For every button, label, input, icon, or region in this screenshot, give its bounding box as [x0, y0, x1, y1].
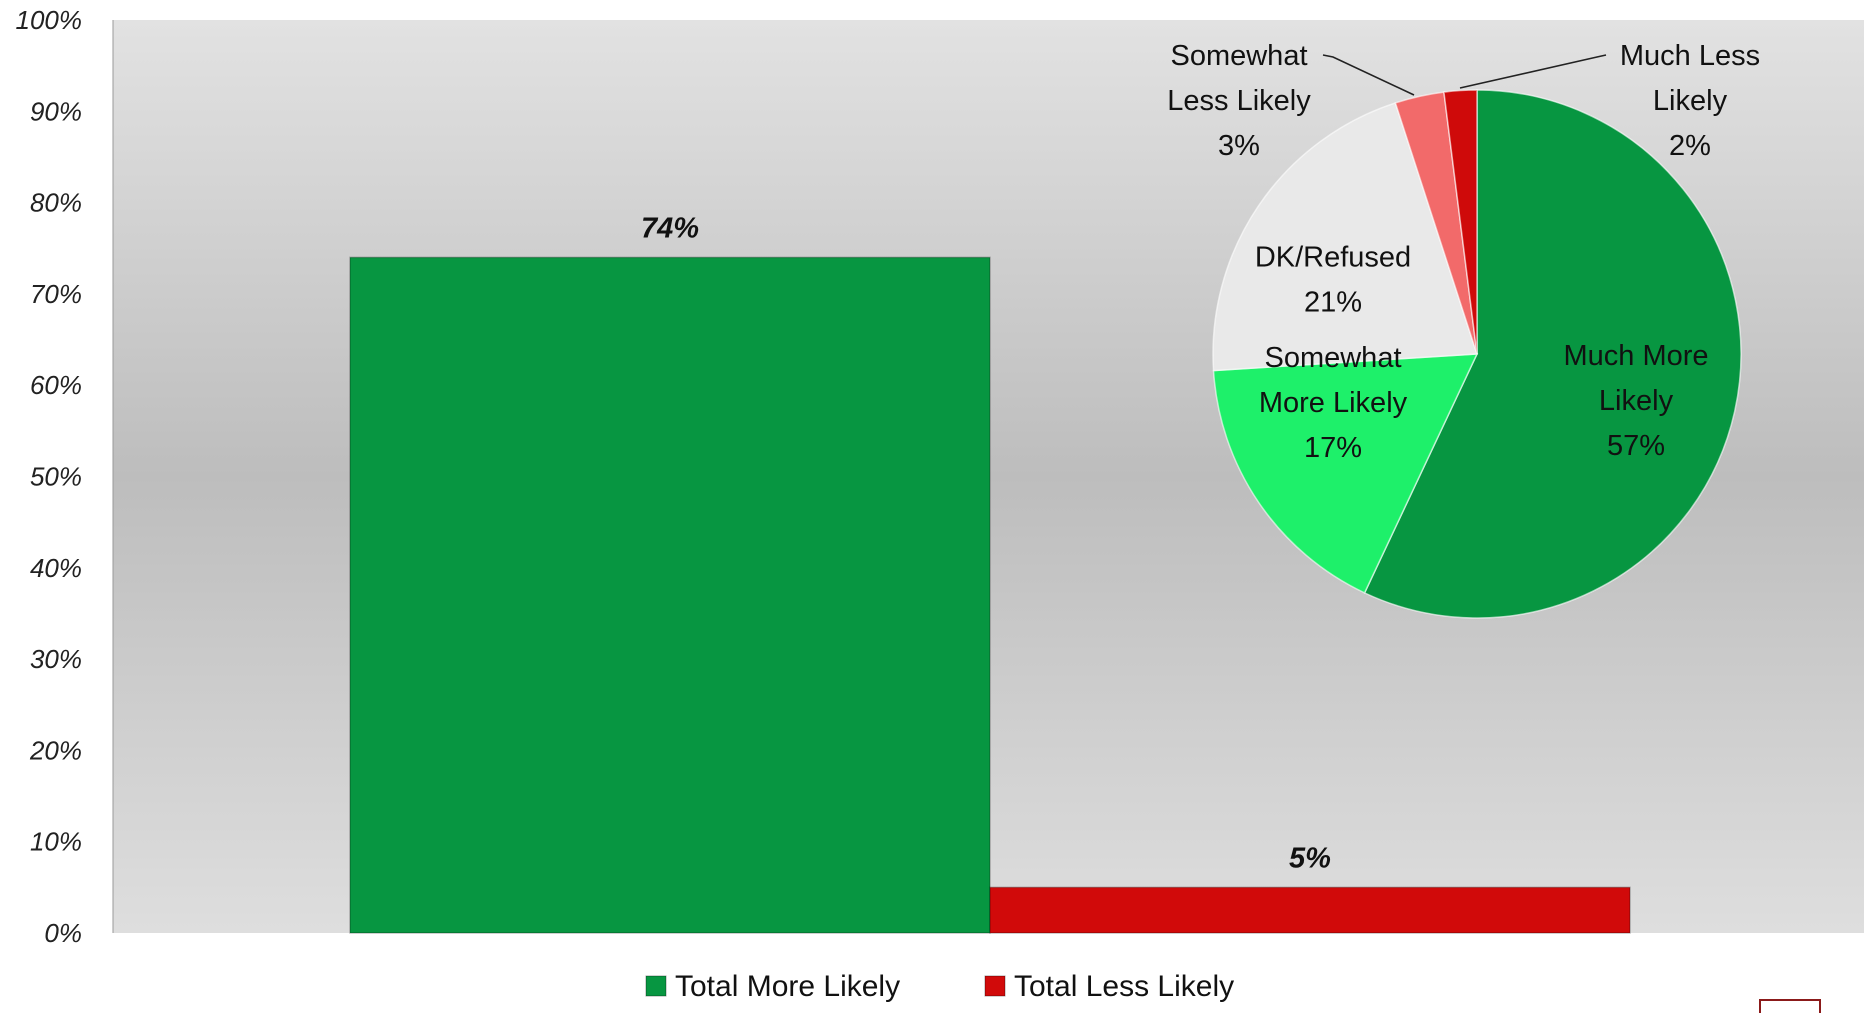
- pie-slice-somewhat-more-likely: [1212, 353, 1479, 594]
- pie-label-somewhat-more-likely: 17%: [1304, 432, 1362, 464]
- legend-entry: Total Less Likely: [1014, 970, 1234, 1003]
- pie-slice-much-less-likely: [1443, 89, 1478, 355]
- legend-swatch: [984, 975, 1006, 997]
- y-tick-label: 70%: [30, 279, 82, 309]
- pie-label-much-less-likely: Likely: [1653, 85, 1728, 117]
- pie-label-much-more-likely: Much More: [1563, 340, 1708, 372]
- legend: Total More Likely Total Less Likely: [645, 970, 1234, 1003]
- y-tick-label: 100%: [16, 5, 83, 35]
- y-tick-label: 50%: [30, 462, 82, 492]
- leader-line-somewhat-less-likely: [1322, 54, 1415, 96]
- y-tick-label: 30%: [30, 644, 82, 674]
- pie-label-much-less-likely: Much Less: [1620, 40, 1760, 72]
- pie-label-somewhat-less-likely: Less Likely: [1167, 85, 1311, 117]
- logo-corner: [1759, 999, 1821, 1013]
- pie-label-dk-refused: 21%: [1304, 287, 1362, 319]
- pie-slice-much-more-likely: [1363, 89, 1742, 619]
- legend-entry: Total More Likely: [675, 970, 900, 1003]
- legend-swatch: [645, 975, 667, 997]
- bar-value-label: 74%: [641, 212, 699, 244]
- leader-line-much-less-likely: [1459, 54, 1607, 89]
- bar-data-labels: 74% 5%: [641, 212, 1331, 874]
- y-axis: 0% 10% 20% 30% 40% 50% 60% 70% 80% 90% 100%: [16, 5, 83, 948]
- pie-label-somewhat-more-likely: Somewhat: [1264, 342, 1401, 374]
- pie-label-much-more-likely: 57%: [1607, 430, 1665, 462]
- bars: [349, 256, 1631, 934]
- y-tick-label: 10%: [30, 827, 82, 857]
- y-tick-label: 0%: [44, 918, 82, 948]
- pie-label-somewhat-less-likely: Somewhat: [1170, 40, 1307, 72]
- y-tick-label: 90%: [30, 96, 82, 126]
- bar-value-label: 5%: [1289, 842, 1331, 874]
- y-tick-label: 60%: [30, 370, 82, 400]
- pie-label-much-less-likely: 2%: [1669, 130, 1711, 162]
- pie-label-somewhat-more-likely: More Likely: [1259, 387, 1408, 419]
- bar-total-less-likely: [989, 886, 1631, 934]
- pie-labels: Much More Likely 57% Somewhat More Likely 17%…: [1167, 40, 1760, 464]
- y-tick-label: 80%: [30, 188, 82, 218]
- pie-label-dk-refused: DK/Refused: [1255, 242, 1411, 274]
- pie-slice-dk-refused: [1212, 101, 1479, 372]
- pie-chart: [1212, 89, 1742, 619]
- pie-label-somewhat-less-likely: 3%: [1218, 130, 1260, 162]
- bar-total-more-likely: [349, 256, 991, 934]
- pie-label-much-more-likely: Likely: [1599, 385, 1674, 417]
- y-tick-label: 20%: [29, 735, 82, 765]
- y-tick-label: 40%: [30, 553, 82, 583]
